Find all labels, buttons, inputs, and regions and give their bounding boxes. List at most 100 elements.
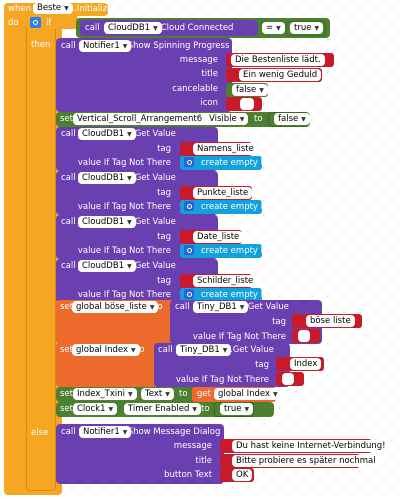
param-message-label: message	[179, 55, 218, 65]
icon-text-empty[interactable]	[240, 98, 254, 110]
cond-component-dropdown[interactable]: CloudDB1 ▼	[104, 22, 162, 34]
param-message-label: message	[173, 441, 212, 451]
msg-title-text[interactable]: Bitte probiere es später nochmal	[232, 455, 380, 467]
getval-default-label: value If Tag Not There	[77, 158, 171, 168]
param-button-text-label: button Text	[164, 470, 212, 480]
if-label: if	[46, 18, 52, 28]
spin-title-text[interactable]: Ein wenig Geduld	[239, 69, 322, 81]
msg-component-dropdown[interactable]: Notifier1 ▼	[79, 426, 132, 438]
tag-text[interactable]: Index	[290, 358, 322, 370]
getval-call-label: call	[61, 129, 76, 139]
default-label: value If Tag Not There	[175, 375, 269, 385]
spin-message-text[interactable]: Die Bestenliste lädt.	[231, 54, 325, 66]
compare-op-dropdown[interactable]: = ▼	[262, 22, 285, 34]
getval-method-label: .Get Value	[132, 129, 176, 139]
to-label: to	[136, 345, 145, 355]
create-empty-list-block[interactable]	[180, 288, 262, 302]
cond-call-label: call	[85, 23, 100, 33]
tag-label: tag	[255, 360, 269, 370]
tag-text[interactable]: böse liste	[306, 315, 355, 327]
method-label: .Get Value	[245, 302, 289, 312]
default-label: value If Tag Not There	[192, 332, 286, 342]
call-label: call	[175, 302, 190, 312]
spin-call-label: call	[61, 41, 76, 51]
global-var-dropdown[interactable]: global böse_liste ▼	[72, 301, 159, 313]
set-label: set	[60, 345, 73, 355]
create-empty-list-label: create empty list	[201, 202, 274, 212]
setvis-set-label: set	[60, 114, 73, 124]
to-label: to	[201, 404, 210, 414]
getval-component-dropdown[interactable]: CloudDB1 ▼	[78, 172, 136, 184]
create-empty-list-label: create empty list	[201, 158, 274, 168]
cond-true-dropdown[interactable]: true ▼	[290, 22, 324, 34]
tag-text[interactable]: Date_liste	[193, 231, 244, 243]
create-empty-list-block[interactable]	[180, 200, 262, 214]
getval-tag-label: tag	[157, 144, 171, 154]
get-label: get	[197, 389, 211, 399]
spin-method-label: .Show Spinning Progress	[125, 41, 230, 51]
to-label: to	[179, 389, 188, 399]
set-label: set	[60, 302, 73, 312]
to-label: to	[154, 302, 163, 312]
call-label: call	[158, 345, 173, 355]
get-var-dropdown[interactable]: global Index ▼	[214, 388, 282, 400]
gear-icon[interactable]	[184, 245, 194, 258]
set-label: set	[60, 404, 73, 414]
getval-default-label: value If Tag Not There	[77, 246, 171, 256]
gear-icon[interactable]	[184, 157, 194, 170]
cancelable-dropdown[interactable]: false ▼	[232, 84, 268, 96]
getval-call-label: call	[61, 261, 76, 271]
getval-tag-label: tag	[157, 188, 171, 198]
set-label: set	[60, 389, 73, 399]
tag-text[interactable]: Punkte_liste	[193, 187, 253, 199]
getval-component-dropdown[interactable]: CloudDB1 ▼	[78, 216, 136, 228]
tinydb-component-dropdown[interactable]: Tiny_DB1 ▼	[193, 301, 249, 313]
settimer-component-dropdown[interactable]: Clock1 ▼	[73, 403, 118, 415]
settings-gear-icon[interactable]	[30, 17, 41, 31]
settxt-prop-dropdown[interactable]: Text ▼	[141, 388, 174, 400]
msg-message-text[interactable]: Du hast keine Internet-Verbindung!	[232, 440, 390, 452]
param-title-label: title	[201, 69, 218, 79]
msg-call-label: call	[61, 427, 76, 437]
settimer-value-dropdown[interactable]: true ▼	[220, 403, 254, 415]
if-block[interactable]	[26, 15, 56, 491]
spin-component-dropdown[interactable]: Notifier1 ▼	[79, 40, 132, 52]
settxt-component-dropdown[interactable]: Index_Txini ▼	[73, 388, 137, 400]
create-empty-list-block[interactable]	[180, 244, 262, 258]
msg-method-label: .Show Message Dialog	[125, 427, 221, 437]
getval-component-dropdown[interactable]: CloudDB1 ▼	[78, 260, 136, 272]
event-name-label: .Initialize	[74, 4, 113, 14]
setvis-value-dropdown[interactable]: false ▼	[274, 113, 310, 125]
tinydb-component-dropdown[interactable]: Tiny_DB1 ▼	[176, 344, 232, 356]
setvis-prop-dropdown[interactable]: Visible ▼	[205, 113, 249, 125]
setvis-component-dropdown[interactable]: Vertical_Scroll_Arrangement6▼	[73, 113, 214, 125]
event-component-dropdown[interactable]: Beste ▼	[33, 3, 73, 14]
do-label: do	[8, 18, 19, 28]
getval-default-label: value If Tag Not There	[77, 202, 171, 212]
else-label: else	[31, 428, 49, 438]
tag-text[interactable]: Schilder_liste	[193, 275, 258, 287]
when-label: when	[8, 4, 31, 14]
default-empty-text[interactable]	[298, 330, 310, 342]
create-empty-list-label: create empty list	[201, 246, 274, 256]
getval-call-label: call	[61, 217, 76, 227]
getval-method-label: .Get Value	[132, 173, 176, 183]
gear-icon[interactable]	[184, 201, 194, 214]
param-title-label: title	[195, 456, 212, 466]
getval-tag-label: tag	[157, 232, 171, 242]
tag-text[interactable]: Namens_liste	[193, 143, 258, 155]
default-empty-text[interactable]	[282, 373, 294, 385]
gear-icon[interactable]	[184, 289, 194, 302]
getval-component-dropdown[interactable]: CloudDB1 ▼	[78, 128, 136, 140]
param-cancelable-label: cancelable	[172, 84, 218, 94]
getval-method-label: .Get Value	[132, 261, 176, 271]
global-var-dropdown[interactable]: global Index ▼	[72, 344, 140, 356]
settimer-prop-dropdown[interactable]: Timer Enabled ▼	[124, 403, 201, 415]
param-icon-label: icon	[200, 98, 218, 108]
getval-default-label: value If Tag Not There	[77, 290, 171, 300]
create-empty-list-label: create empty list	[201, 290, 274, 300]
getval-tag-label: tag	[157, 276, 171, 286]
msg-button-text[interactable]: OK	[232, 469, 253, 481]
method-label: .Get Value	[230, 345, 274, 355]
create-empty-list-block[interactable]	[180, 156, 262, 170]
